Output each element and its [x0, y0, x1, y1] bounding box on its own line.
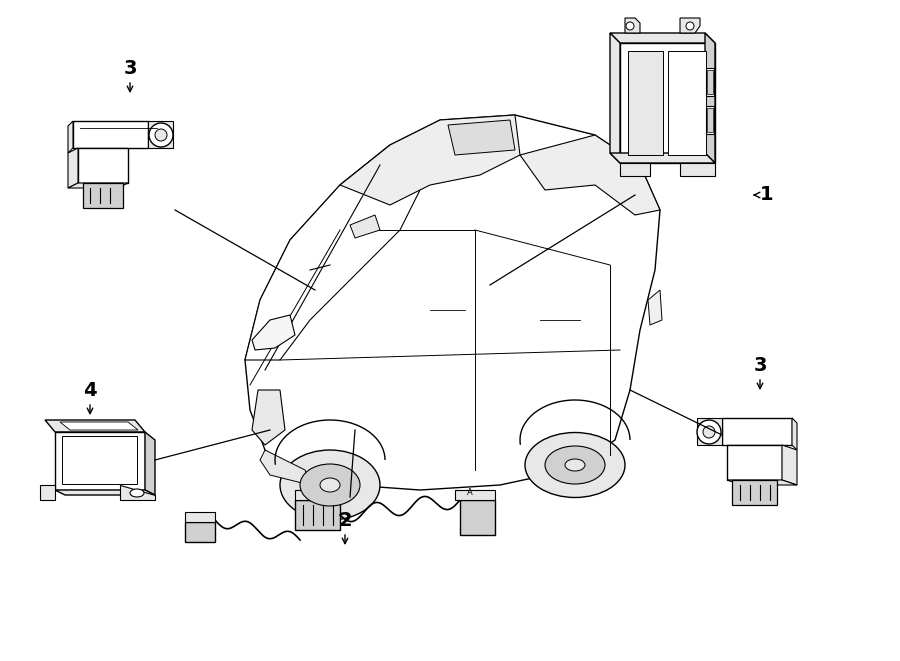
Polygon shape — [40, 485, 55, 500]
Ellipse shape — [130, 489, 144, 497]
Polygon shape — [145, 432, 155, 495]
Polygon shape — [260, 450, 310, 485]
Polygon shape — [697, 418, 722, 445]
Circle shape — [686, 22, 694, 30]
Polygon shape — [625, 18, 640, 33]
Polygon shape — [252, 390, 285, 445]
Bar — [707, 70, 713, 94]
Polygon shape — [148, 121, 173, 148]
Polygon shape — [460, 500, 495, 535]
Polygon shape — [245, 145, 425, 360]
Bar — [706, 68, 714, 96]
Polygon shape — [455, 490, 495, 500]
Bar — [668, 51, 706, 155]
Polygon shape — [60, 422, 138, 430]
Polygon shape — [55, 490, 155, 495]
Polygon shape — [610, 33, 715, 43]
Polygon shape — [620, 43, 715, 163]
Polygon shape — [727, 445, 782, 480]
Text: 4: 4 — [83, 381, 97, 400]
Ellipse shape — [565, 459, 585, 471]
Circle shape — [703, 426, 715, 438]
Polygon shape — [73, 121, 148, 148]
Polygon shape — [350, 215, 380, 238]
Polygon shape — [705, 33, 715, 163]
Circle shape — [626, 22, 634, 30]
Polygon shape — [620, 163, 650, 176]
Bar — [62, 436, 137, 484]
Polygon shape — [245, 115, 660, 490]
Polygon shape — [448, 120, 515, 155]
Polygon shape — [680, 18, 700, 33]
Polygon shape — [782, 445, 797, 485]
Polygon shape — [648, 290, 662, 325]
Polygon shape — [252, 315, 295, 350]
Polygon shape — [727, 480, 797, 485]
Polygon shape — [120, 485, 155, 500]
Circle shape — [697, 420, 721, 444]
Polygon shape — [722, 418, 792, 445]
Polygon shape — [520, 135, 660, 215]
Circle shape — [149, 123, 173, 147]
Text: 3: 3 — [753, 356, 767, 375]
Text: 1: 1 — [760, 186, 774, 204]
Polygon shape — [68, 148, 78, 188]
Polygon shape — [610, 153, 715, 163]
Polygon shape — [732, 480, 777, 505]
Polygon shape — [295, 490, 340, 500]
Polygon shape — [83, 183, 123, 208]
Polygon shape — [185, 522, 215, 542]
Polygon shape — [185, 512, 215, 522]
Polygon shape — [792, 418, 797, 450]
Polygon shape — [45, 420, 145, 432]
Text: 2: 2 — [338, 511, 352, 530]
Ellipse shape — [525, 432, 625, 498]
Text: 3: 3 — [123, 59, 137, 78]
Polygon shape — [340, 115, 520, 205]
Bar — [628, 51, 663, 155]
Text: A: A — [467, 488, 472, 497]
Bar — [707, 108, 713, 132]
Ellipse shape — [300, 464, 360, 506]
Polygon shape — [295, 500, 340, 530]
Polygon shape — [55, 432, 145, 490]
Ellipse shape — [320, 478, 340, 492]
Polygon shape — [680, 163, 715, 176]
Circle shape — [155, 129, 167, 141]
Ellipse shape — [280, 450, 380, 520]
Polygon shape — [78, 148, 128, 183]
Polygon shape — [68, 183, 128, 188]
Ellipse shape — [545, 446, 605, 484]
Polygon shape — [68, 121, 73, 153]
Bar — [706, 106, 714, 134]
Polygon shape — [610, 33, 620, 163]
